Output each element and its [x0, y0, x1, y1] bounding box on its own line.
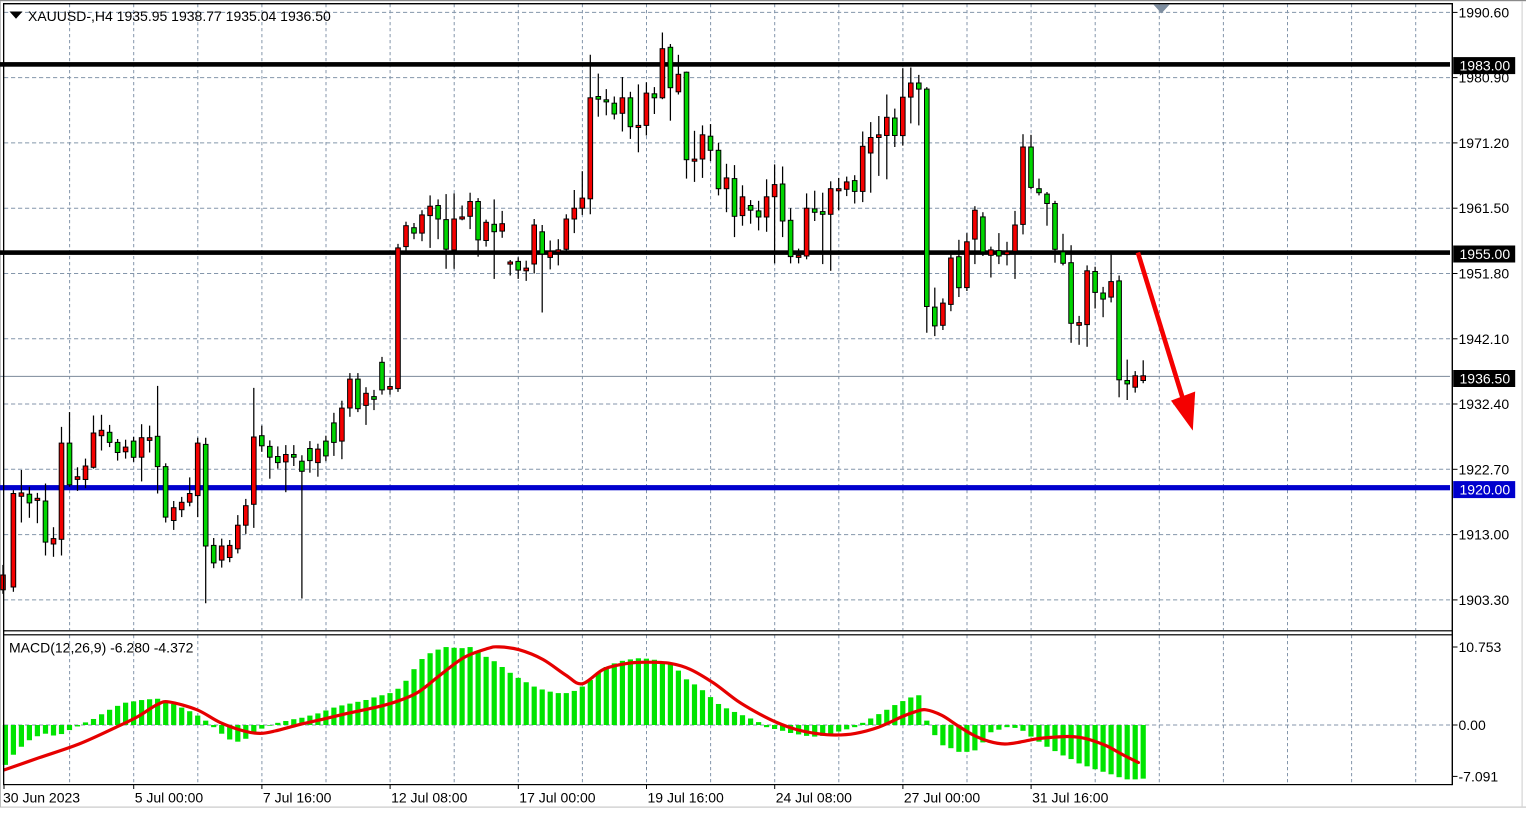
svg-text:31 Jul 16:00: 31 Jul 16:00 — [1032, 790, 1108, 806]
svg-text:MACD(12,26,9) -6.280 -4.372: MACD(12,26,9) -6.280 -4.372 — [9, 640, 194, 656]
svg-text:1922.70: 1922.70 — [1459, 461, 1510, 477]
svg-text:17 Jul 00:00: 17 Jul 00:00 — [519, 790, 595, 806]
svg-text:30 Jun 2023: 30 Jun 2023 — [3, 790, 80, 806]
svg-text:0.00: 0.00 — [1459, 717, 1486, 733]
svg-text:1932.40: 1932.40 — [1459, 396, 1510, 412]
svg-text:1942.10: 1942.10 — [1459, 331, 1510, 347]
svg-text:7 Jul 16:00: 7 Jul 16:00 — [263, 790, 332, 806]
svg-text:XAUUSD-,H4 1935.95 1938.77 19: XAUUSD-,H4 1935.95 1938.77 1935.04 1936.… — [28, 8, 331, 24]
svg-text:12 Jul 08:00: 12 Jul 08:00 — [391, 790, 467, 806]
svg-text:5 Jul 00:00: 5 Jul 00:00 — [135, 790, 204, 806]
svg-text:1903.30: 1903.30 — [1459, 592, 1510, 608]
svg-text:27 Jul 00:00: 27 Jul 00:00 — [904, 790, 980, 806]
svg-text:10.753: 10.753 — [1459, 639, 1502, 655]
svg-text:24 Jul 08:00: 24 Jul 08:00 — [776, 790, 852, 806]
svg-text:1936.50: 1936.50 — [1460, 370, 1511, 386]
svg-text:1961.50: 1961.50 — [1459, 200, 1510, 216]
svg-text:1955.00: 1955.00 — [1460, 246, 1511, 262]
svg-text:1971.20: 1971.20 — [1459, 135, 1510, 151]
svg-text:1920.00: 1920.00 — [1460, 482, 1511, 498]
svg-text:1951.80: 1951.80 — [1459, 266, 1510, 282]
svg-text:1990.60: 1990.60 — [1459, 4, 1510, 20]
svg-text:1913.00: 1913.00 — [1459, 527, 1510, 543]
svg-text:-7.091: -7.091 — [1459, 768, 1499, 784]
svg-text:1983.00: 1983.00 — [1460, 58, 1511, 74]
svg-text:19 Jul 16:00: 19 Jul 16:00 — [648, 790, 724, 806]
